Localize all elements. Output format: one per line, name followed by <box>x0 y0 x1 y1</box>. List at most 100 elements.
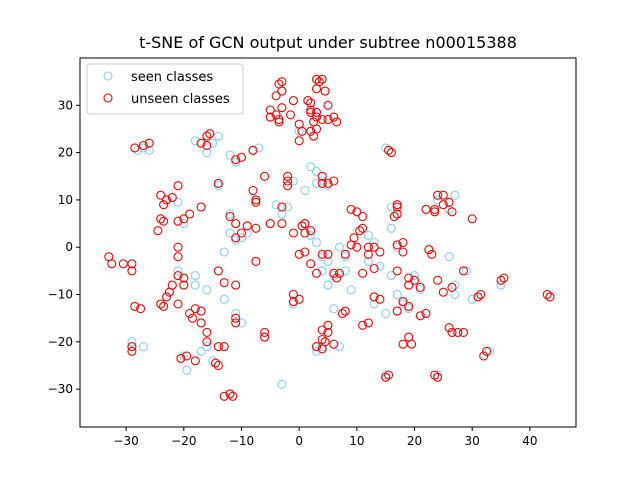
data-point <box>288 289 298 300</box>
data-point <box>389 211 399 222</box>
data-point <box>202 140 212 151</box>
data-point <box>173 299 183 309</box>
data-point <box>248 145 258 155</box>
data-point <box>311 112 322 122</box>
data-point <box>444 204 454 214</box>
data-point <box>311 346 322 356</box>
data-point <box>392 242 402 252</box>
data-point <box>225 211 235 222</box>
data-point <box>358 211 368 222</box>
data-point <box>138 140 148 151</box>
y-tick-label: 0 <box>65 240 73 254</box>
data-point <box>242 228 252 238</box>
data-point <box>213 342 223 352</box>
data-point <box>306 226 316 236</box>
data-point <box>127 337 137 347</box>
data-point <box>176 353 186 363</box>
data-point <box>433 195 443 205</box>
data-point <box>294 249 304 259</box>
data-point <box>274 117 284 127</box>
data-point <box>323 320 333 330</box>
data-point <box>398 237 408 248</box>
data-point <box>179 280 189 290</box>
data-point <box>300 219 310 229</box>
data-point <box>340 249 350 259</box>
data-point <box>213 360 223 371</box>
data-point <box>438 287 448 297</box>
data-point <box>461 266 471 276</box>
data-point <box>271 91 281 101</box>
data-point <box>329 112 339 122</box>
data-point <box>138 143 148 153</box>
data-point <box>219 278 229 288</box>
plot-area <box>104 74 555 401</box>
data-point <box>294 136 304 146</box>
data-point <box>202 285 212 295</box>
y-tick-label: 20 <box>58 146 73 160</box>
data-point <box>144 138 154 148</box>
data-point <box>202 148 212 158</box>
y-tick-label: 10 <box>58 193 73 207</box>
data-point <box>329 271 339 281</box>
data-point <box>300 247 310 257</box>
data-point <box>219 294 229 304</box>
data-point <box>363 230 373 240</box>
data-point <box>320 86 330 96</box>
data-point <box>185 209 195 219</box>
data-point <box>182 351 192 361</box>
y-tick-label: −10 <box>48 288 73 302</box>
data-point <box>407 339 417 349</box>
data-point <box>499 273 509 283</box>
data-point <box>323 181 333 191</box>
data-point <box>392 240 402 250</box>
data-point <box>138 342 148 352</box>
data-point <box>127 259 137 269</box>
data-point <box>208 138 218 148</box>
data-point <box>208 356 218 366</box>
data-point <box>320 337 330 347</box>
data-point <box>225 150 235 160</box>
data-point <box>381 308 391 319</box>
data-point <box>251 256 261 266</box>
data-point <box>159 200 169 210</box>
data-point <box>153 226 163 236</box>
data-point <box>424 245 434 255</box>
data-point <box>381 372 391 382</box>
data-point <box>288 96 298 106</box>
data-point <box>346 204 356 214</box>
data-point <box>317 178 327 188</box>
data-point <box>430 204 440 214</box>
data-point <box>242 221 252 231</box>
data-point <box>173 216 183 226</box>
data-point <box>202 327 212 337</box>
legend: seen classes unseen classes <box>86 63 244 115</box>
data-point <box>156 299 166 309</box>
data-point <box>398 297 408 307</box>
data-point <box>173 197 183 207</box>
data-point <box>156 214 166 224</box>
data-point <box>144 145 154 155</box>
data-point <box>384 370 394 380</box>
data-point <box>225 228 235 238</box>
data-point <box>231 313 241 323</box>
legend-box <box>86 63 244 115</box>
data-point <box>352 242 362 252</box>
data-point <box>323 178 333 188</box>
data-point <box>161 195 172 205</box>
data-point <box>283 176 293 186</box>
data-point <box>444 323 454 333</box>
axes: −30 −20 −10 0 10 20 30 40 −30 −20 −10 0 10 20 30 <box>48 57 577 448</box>
data-point <box>404 273 414 283</box>
data-point <box>363 249 373 259</box>
y-tick-label: −20 <box>48 335 73 349</box>
data-point <box>450 280 460 290</box>
data-point <box>358 268 368 278</box>
data-point <box>210 358 221 368</box>
data-point <box>118 259 128 269</box>
data-point <box>363 318 373 328</box>
x-tick-label: 10 <box>349 434 364 448</box>
x-tick-label: −20 <box>171 434 196 448</box>
data-point <box>297 126 307 136</box>
data-point <box>415 282 425 292</box>
data-point <box>329 176 339 186</box>
